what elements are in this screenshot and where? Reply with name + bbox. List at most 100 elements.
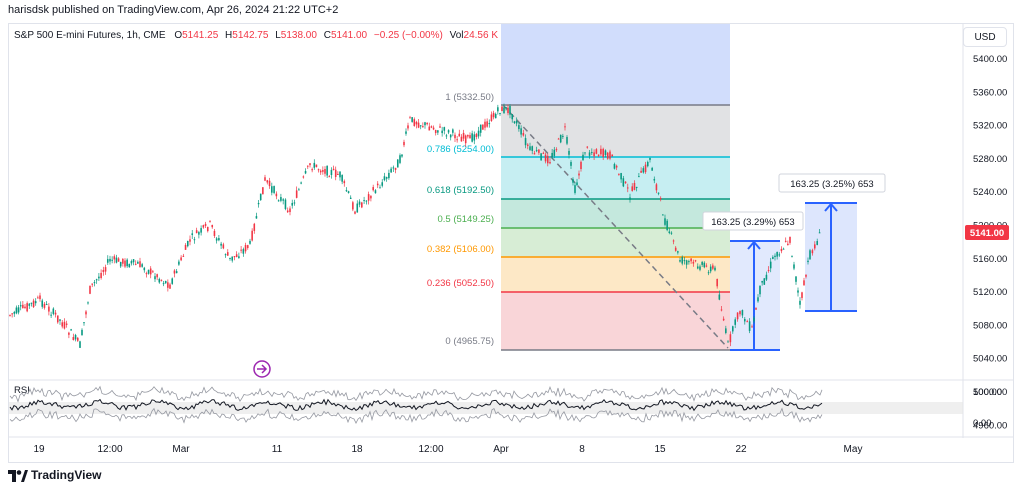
- candle-body-161: [361, 202, 363, 208]
- price-tick: 5280.00: [973, 154, 1007, 165]
- candle-body-294: [649, 157, 651, 160]
- candle-body-196: [437, 130, 439, 133]
- candle-body-52: [122, 258, 124, 264]
- candle-body-181: [405, 131, 407, 134]
- currency-selector[interactable]: USD: [963, 27, 1007, 47]
- price-tick: 5360.00: [973, 87, 1007, 98]
- candle-body-306: [674, 247, 677, 251]
- candle-body-362: [797, 290, 799, 293]
- candle-body-107: [242, 249, 245, 254]
- candle-body-121: [273, 186, 275, 193]
- candle-body-332: [732, 326, 734, 332]
- chart-pane[interactable]: [8, 23, 1014, 463]
- candle-body-329: [725, 328, 727, 333]
- candle-body-179: [401, 154, 403, 157]
- candle-body-24: [61, 322, 64, 327]
- candle-body-243: [538, 149, 540, 153]
- rsi-upper-band: [9, 385, 823, 403]
- candle-body-210: [467, 134, 469, 137]
- candle-body-56: [130, 261, 133, 264]
- candle-body-57: [132, 259, 135, 263]
- candle-body-17: [45, 304, 48, 306]
- candle-body-247: [546, 155, 549, 164]
- candle-body-237: [524, 138, 527, 146]
- candle-body-197: [439, 126, 441, 128]
- candle-body-143: [322, 170, 324, 172]
- candle-body-225: [499, 113, 501, 115]
- candle-body-176: [394, 167, 397, 170]
- candle-body-98: [222, 244, 225, 249]
- candle-body-216: [479, 124, 482, 133]
- candle-body-91: [206, 226, 209, 232]
- candle-body-263: [580, 161, 582, 170]
- tradingview-logo[interactable]: TradingView: [8, 468, 101, 482]
- candle-body-141: [317, 169, 320, 171]
- price-tick: 5080.00: [973, 320, 1007, 331]
- candle-body-257: [568, 150, 570, 155]
- candle-body-18: [48, 306, 50, 312]
- candle-body-29: [72, 337, 75, 340]
- candle-body-160: [358, 201, 361, 205]
- candle-body-11: [32, 300, 35, 308]
- candle-body-187: [417, 122, 420, 128]
- candle-body-227: [503, 107, 505, 114]
- time-tick: 12:00: [97, 444, 122, 455]
- candle-body-307: [677, 251, 679, 253]
- candle-body-221: [490, 114, 493, 121]
- candle-body-279: [615, 165, 618, 168]
- candle-body-200: [445, 135, 448, 137]
- candle-body-282: [622, 178, 625, 187]
- candle-body-298: [657, 192, 660, 194]
- candle-body-95: [215, 238, 218, 241]
- candle-body-228: [505, 107, 507, 109]
- price-tick: 5040.00: [973, 354, 1007, 365]
- candle-body-174: [390, 168, 392, 173]
- candle-body-130: [293, 202, 296, 204]
- candle-body-69: [158, 278, 161, 283]
- candle-body-230: [509, 106, 511, 115]
- candle-body-328: [722, 318, 725, 321]
- candle-body-20: [52, 308, 55, 314]
- candle-body-342: [755, 308, 757, 310]
- candle-body-363: [799, 300, 801, 305]
- candle-body-309: [681, 256, 684, 264]
- candle-body-164: [367, 194, 370, 201]
- high-value: 5142.75: [232, 30, 269, 41]
- candle-body-168: [376, 183, 379, 186]
- candle-body-117: [264, 177, 266, 181]
- candle-body-118: [266, 180, 269, 183]
- candle-body-189: [422, 126, 424, 128]
- candle-body-226: [501, 106, 503, 111]
- candle-body-154: [345, 190, 348, 192]
- candle-body-137: [309, 163, 311, 166]
- rsi-tick-100: 100.00: [973, 387, 1002, 398]
- fib-label-1: 1 (5332.50): [445, 92, 494, 103]
- candle-body-12: [34, 301, 37, 304]
- candle-body-150: [337, 173, 339, 175]
- candle-body-71: [162, 283, 165, 285]
- candle-body-303: [668, 231, 671, 233]
- candle-body-322: [709, 266, 712, 272]
- change-value: −0.25 (−0.00%): [373, 30, 443, 41]
- candle-body-88: [200, 228, 202, 233]
- candle-body-89: [202, 225, 205, 228]
- candle-body-182: [407, 125, 409, 129]
- candle-body-5: [19, 305, 22, 307]
- candle-body-169: [379, 187, 381, 189]
- candle-body-280: [618, 173, 620, 175]
- candle-body-275: [606, 152, 609, 159]
- candle-body-244: [540, 153, 542, 161]
- candle-body-186: [415, 121, 418, 125]
- candle-body-97: [220, 243, 222, 246]
- candle-body-366: [805, 274, 807, 277]
- candle-body-125: [282, 199, 284, 201]
- candle-body-162: [363, 200, 365, 202]
- candle-body-209: [464, 135, 467, 144]
- candle-body-191: [426, 122, 428, 125]
- candle-body-241: [533, 153, 536, 155]
- candle-body-135: [304, 171, 307, 174]
- candle-body-142: [319, 170, 322, 173]
- candle-body-300: [662, 214, 664, 216]
- candle-body-274: [604, 150, 607, 156]
